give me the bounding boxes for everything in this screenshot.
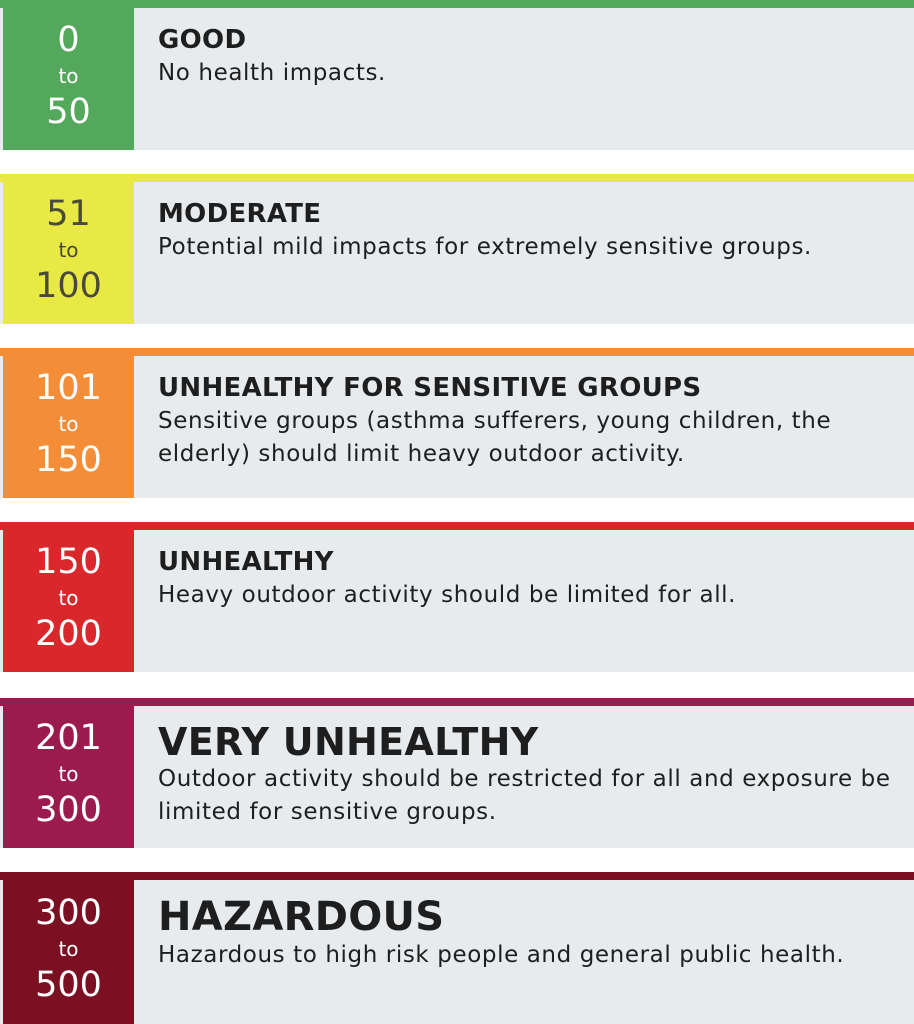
range-badge: 51 to 100 [3, 174, 134, 324]
category-description: Heavy outdoor activity should be limited… [158, 582, 737, 608]
category-title: VERY UNHEALTHY [158, 720, 539, 764]
range-badge: 201 to 300 [3, 698, 134, 848]
row-content: UNHEALTHY Heavy outdoor activity should … [158, 545, 904, 612]
row-content: VERY UNHEALTHY Outdoor activity should b… [158, 721, 904, 829]
category-description: Hazardous to high risk people and genera… [158, 942, 845, 968]
row-panel [0, 0, 914, 150]
range-to-word: to [58, 238, 79, 262]
range-from: 101 [35, 368, 102, 408]
category-description: No health impacts. [158, 60, 386, 86]
row-panel [0, 348, 914, 498]
aqi-row-unhealthy: 150 to 200 UNHEALTHY Heavy outdoor activ… [0, 522, 914, 672]
category-title: HAZARDOUS [158, 894, 445, 940]
range-badge: 300 to 500 [3, 872, 134, 1024]
category-title: UNHEALTHY [158, 547, 334, 577]
row-content: MODERATE Potential mild impacts for extr… [158, 197, 904, 264]
range-badge: 101 to 150 [3, 348, 134, 498]
range-to-word: to [58, 586, 79, 610]
range-to: 300 [35, 790, 102, 830]
category-title: MODERATE [158, 199, 322, 229]
range-from: 150 [35, 542, 102, 582]
category-title: UNHEALTHY FOR SENSITIVE GROUPS [158, 373, 702, 403]
range-to-word: to [58, 64, 79, 88]
range-badge: 0 to 50 [3, 0, 134, 150]
category-description: Sensitive groups (asthma sufferers, youn… [158, 408, 832, 467]
aqi-row-unhealthy-sensitive: 101 to 150 UNHEALTHY FOR SENSITIVE GROUP… [0, 348, 914, 498]
aqi-row-hazardous: 300 to 500 HAZARDOUS Hazardous to high r… [0, 872, 914, 1024]
aqi-row-moderate: 51 to 100 MODERATE Potential mild impact… [0, 174, 914, 324]
aqi-row-very-unhealthy: 201 to 300 VERY UNHEALTHY Outdoor activi… [0, 698, 914, 848]
row-panel [0, 174, 914, 324]
range-to: 100 [35, 266, 102, 306]
range-to-word: to [58, 937, 79, 961]
row-content: HAZARDOUS Hazardous to high risk people … [158, 895, 904, 972]
row-panel [0, 522, 914, 672]
range-badge: 150 to 200 [3, 522, 134, 672]
range-to: 50 [46, 92, 91, 132]
range-to-word: to [58, 762, 79, 786]
range-from: 201 [35, 718, 102, 758]
range-to-word: to [58, 412, 79, 436]
range-to: 150 [35, 440, 102, 480]
row-panel [0, 698, 914, 848]
range-from: 300 [35, 893, 102, 933]
range-to: 500 [35, 965, 102, 1005]
row-panel [0, 872, 914, 1024]
row-content: UNHEALTHY FOR SENSITIVE GROUPS Sensitive… [158, 371, 904, 471]
range-from: 51 [46, 194, 91, 234]
row-content: GOOD No health impacts. [158, 23, 904, 90]
range-from: 0 [57, 20, 80, 60]
aqi-row-good: 0 to 50 GOOD No health impacts. [0, 0, 914, 150]
category-title: GOOD [158, 25, 247, 55]
category-description: Potential mild impacts for extremely sen… [158, 234, 812, 260]
range-to: 200 [35, 614, 102, 654]
category-description: Outdoor activity should be restricted fo… [158, 766, 891, 825]
